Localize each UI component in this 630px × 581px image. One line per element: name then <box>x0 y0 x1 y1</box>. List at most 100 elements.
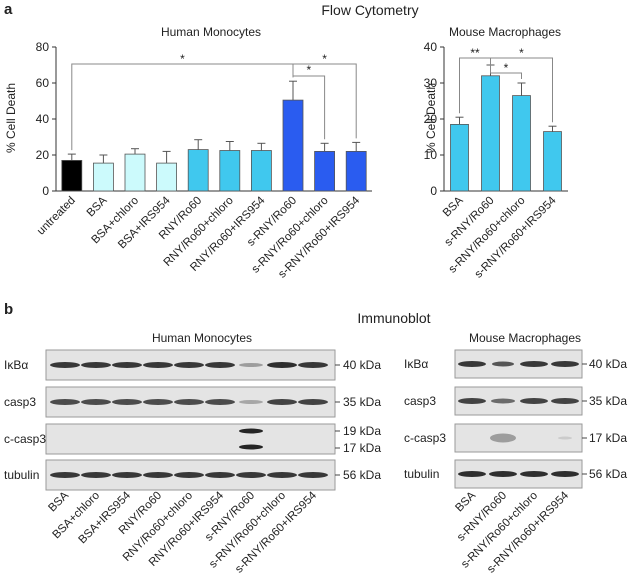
mouse-immunoblot: IκBα 40 kDa casp3 35 kDa c-casp3 17 kDa tubuli… <box>404 349 627 576</box>
human-band <box>50 362 80 368</box>
human-category-label: BSA <box>85 194 110 219</box>
human-band <box>205 472 235 478</box>
human-y-axis-label: % Cell Death <box>4 83 18 153</box>
mouse-band <box>520 471 548 477</box>
human-y-tick-label: 0 <box>42 184 49 198</box>
mouse-blot-title: Mouse Macrophages <box>469 331 581 345</box>
mouse-band <box>520 398 548 404</box>
human-band <box>143 399 173 405</box>
mouse-band <box>489 471 517 477</box>
human-bar <box>61 159 83 192</box>
mouse-band <box>458 398 486 404</box>
human-band <box>298 472 328 478</box>
human-band <box>112 362 142 368</box>
human-bar <box>156 162 178 192</box>
human-blot-row-label: IκBα <box>4 358 28 372</box>
mouse-lane-label: BSA <box>453 489 478 514</box>
human-bar <box>187 149 209 192</box>
mouse-band <box>551 398 579 404</box>
human-bar <box>250 150 272 192</box>
mouse-bar <box>512 95 531 192</box>
human-y-tick-label: 60 <box>36 76 50 90</box>
human-band <box>239 444 263 450</box>
human-blot-row-label: casp3 <box>4 395 36 409</box>
mouse-band <box>491 398 515 404</box>
human-blot-row-label: c-casp3 <box>4 432 46 446</box>
human-kda-label: 40 kDa <box>343 358 381 372</box>
human-band <box>174 362 204 368</box>
human-significance-label: * <box>322 52 327 66</box>
human-band <box>81 472 111 478</box>
mouse-category-label: BSA <box>441 194 466 219</box>
human-lane-label: BSA <box>46 489 71 514</box>
human-significance-label: * <box>306 63 311 77</box>
human-blot-title: Human Monocytes <box>152 331 252 345</box>
mouse-kda-label: 56 kDa <box>589 467 627 481</box>
mouse-y-tick-label: 40 <box>424 40 438 54</box>
human-significance-label: * <box>180 52 185 66</box>
human-band <box>205 399 235 405</box>
mouse-significance-label: ** <box>470 46 480 60</box>
human-bar <box>282 99 304 192</box>
mouse-bar <box>450 124 469 192</box>
human-band <box>205 362 235 368</box>
mouse-significance-label: * <box>519 46 524 60</box>
human-band <box>174 399 204 405</box>
human-kda-label: 56 kDa <box>343 468 381 482</box>
human-band <box>112 399 142 405</box>
mouse-y-tick-label: 20 <box>424 112 438 126</box>
human-kda-label: 17 kDa <box>343 441 381 455</box>
mouse-band <box>458 471 486 477</box>
mouse-bar <box>543 131 562 192</box>
human-band <box>298 362 328 368</box>
panel-a-letter: a <box>4 1 13 18</box>
human-bar <box>124 153 146 192</box>
human-kda-label: 35 kDa <box>343 395 381 409</box>
human-band <box>143 362 173 368</box>
mouse-significance-bracket <box>490 61 522 79</box>
mouse-kda-label: 35 kDa <box>589 394 627 408</box>
panel-b-letter: b <box>4 301 13 318</box>
human-y-tick-label: 80 <box>36 40 50 54</box>
human-band <box>267 399 297 405</box>
human-band <box>236 472 266 478</box>
mouse-band <box>492 361 514 367</box>
mouse-y-tick-label: 10 <box>424 148 438 162</box>
human-significance-bracket <box>71 63 294 151</box>
human-bar <box>314 150 336 192</box>
human-band <box>50 472 80 478</box>
mouse-band <box>490 433 516 443</box>
human-band <box>50 399 80 405</box>
human-bar <box>219 150 241 192</box>
mouse-band <box>551 361 579 367</box>
human-chart-title: Human Monocytes <box>161 25 261 39</box>
human-kda-label: 19 kDa <box>343 424 381 438</box>
human-band <box>239 428 263 434</box>
mouse-band <box>558 436 572 440</box>
mouse-blot-row-label: c-casp3 <box>404 431 446 445</box>
human-bar <box>93 162 114 192</box>
mouse-band <box>551 471 579 477</box>
human-band <box>298 399 328 405</box>
human-band <box>81 362 111 368</box>
human-y-tick-label: 20 <box>36 148 50 162</box>
human-blot-strip <box>45 423 336 455</box>
mouse-kda-label: 17 kDa <box>589 431 627 445</box>
mouse-bar <box>481 75 500 192</box>
mouse-band <box>458 361 486 367</box>
human-band <box>239 400 263 404</box>
human-blot-row-label: tubulin <box>4 468 39 482</box>
mouse-y-tick-label: 30 <box>424 76 438 90</box>
mouse-blot-row-label: tubulin <box>404 467 439 481</box>
mouse-y-axis-label: % Cell Death <box>424 83 438 153</box>
human-band <box>267 472 297 478</box>
human-band <box>143 472 173 478</box>
immunoblot-title: Immunoblot <box>357 310 430 326</box>
mouse-macrophages-chart: 010203040BSAs-RNY/Ro60s-RNY/Ro60+chloros… <box>424 40 568 281</box>
human-category-label: untreated <box>35 195 78 238</box>
human-band <box>112 472 142 478</box>
mouse-blot-row-label: casp3 <box>404 394 436 408</box>
mouse-y-tick-label: 0 <box>430 184 437 198</box>
